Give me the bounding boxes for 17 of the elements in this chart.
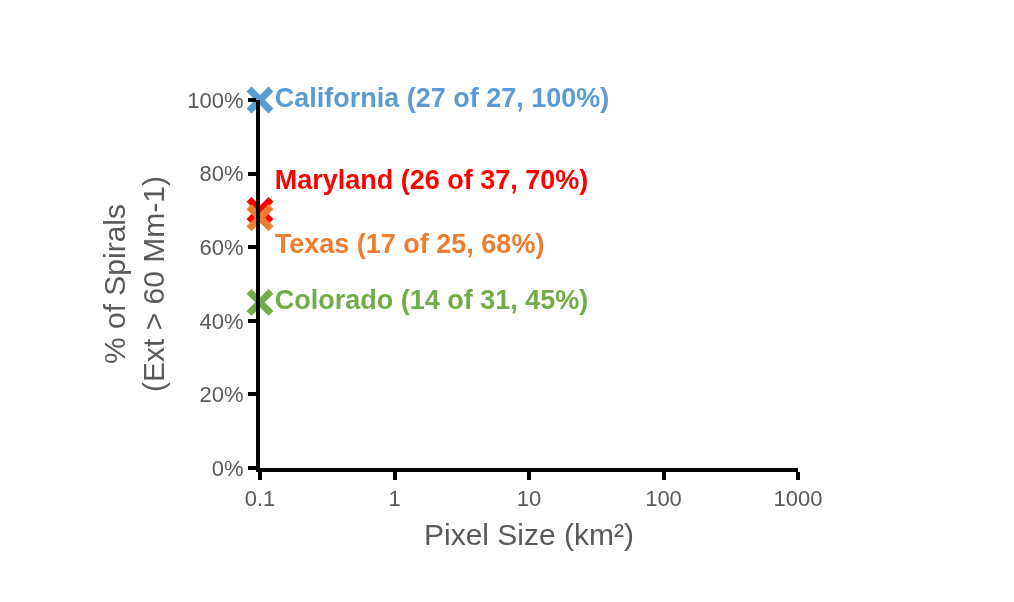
x-tick-label: 10 <box>516 486 542 512</box>
y-tick-label: 0% <box>211 455 244 481</box>
x-axis-title: Pixel Size (km²) <box>423 518 635 552</box>
series-label: Texas (17 of 25, 68%) <box>274 228 545 259</box>
y-tick-label: 20% <box>199 382 244 408</box>
y-tick-label: 60% <box>199 234 244 260</box>
x-tick-label: 1000 <box>773 486 823 512</box>
series-label: Colorado (14 of 31, 45%) <box>274 285 589 316</box>
x-tick-label: 0.1 <box>244 486 276 512</box>
y-tick-label: 100% <box>187 87 244 113</box>
x-tick-label: 100 <box>645 486 682 512</box>
y-tick-label: 80% <box>199 161 244 187</box>
series-label: California (27 of 27, 100%) <box>274 82 610 113</box>
series-label: Maryland (26 of 37, 70%) <box>274 164 589 195</box>
y-tick-label: 40% <box>199 308 244 334</box>
x-tick-label: 1 <box>388 486 401 512</box>
y-axis-title: % of Spirals (Ext > 60 Mm-1) <box>97 176 170 392</box>
